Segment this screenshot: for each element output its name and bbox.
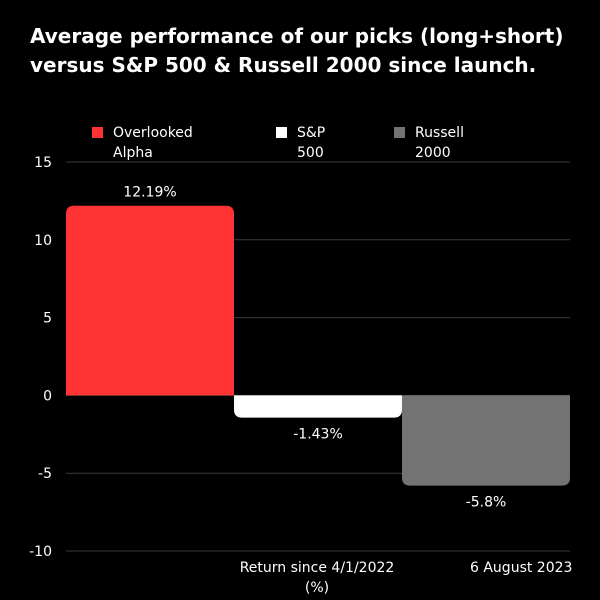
bar-s-p-500	[234, 395, 402, 418]
legend-swatch-sp500	[276, 127, 287, 138]
bar-russell-2000	[402, 395, 570, 486]
legend-label-russell-2000: Russell 2000	[415, 123, 464, 163]
chart-title: Average performance of our picks (long+s…	[30, 22, 590, 80]
legend-item-russell-2000: Russell 2000	[394, 123, 464, 163]
legend-item-sp500: S&P 500	[276, 123, 325, 163]
legend-label-line: Alpha	[113, 145, 153, 161]
bar-value-label: -5.8%	[466, 495, 507, 511]
bar-overlooked-alpha	[66, 205, 234, 396]
x-axis-label-line: Return since 4/1/2022	[239, 560, 395, 576]
legend-label-line: 500	[297, 145, 324, 161]
bars	[66, 205, 570, 486]
y-tick-labels: 15 10 5 0 -5 -10	[29, 155, 52, 560]
y-tick-label: -5	[38, 466, 52, 482]
chart-title-line-2: versus S&P 500 & Russell 2000 since laun…	[30, 53, 537, 77]
legend-label-line: Overlooked	[113, 125, 193, 141]
date-note: 6 August 2023	[470, 560, 573, 576]
bar-value-label: 12.19%	[123, 185, 176, 201]
chart-title-line-1: Average performance of our picks (long+s…	[30, 24, 564, 48]
legend-label-sp500: S&P 500	[297, 123, 325, 163]
value-labels: 12.19% -1.43% -5.8%	[123, 185, 506, 511]
legend-label-overlooked-alpha: Overlooked Alpha	[113, 123, 193, 163]
legend-label-line: S&P	[297, 125, 326, 141]
y-tick-label: 15	[34, 155, 52, 171]
y-tick-label: -10	[29, 544, 52, 560]
legend-swatch-overlooked-alpha	[92, 127, 103, 138]
legend-label-line: 2000	[415, 145, 451, 161]
bar-value-label: -1.43%	[293, 427, 343, 443]
y-tick-label: 5	[43, 311, 52, 327]
y-tick-label: 0	[43, 388, 52, 404]
y-tick-label: 10	[34, 233, 52, 249]
x-axis-label-line: (%)	[304, 580, 330, 596]
legend-swatch-russell-2000	[394, 127, 405, 138]
x-axis-label: Return since 4/1/2022 (%)	[233, 558, 401, 598]
legend-label-line: Russell	[415, 125, 464, 141]
legend-item-overlooked-alpha: Overlooked Alpha	[92, 123, 193, 163]
